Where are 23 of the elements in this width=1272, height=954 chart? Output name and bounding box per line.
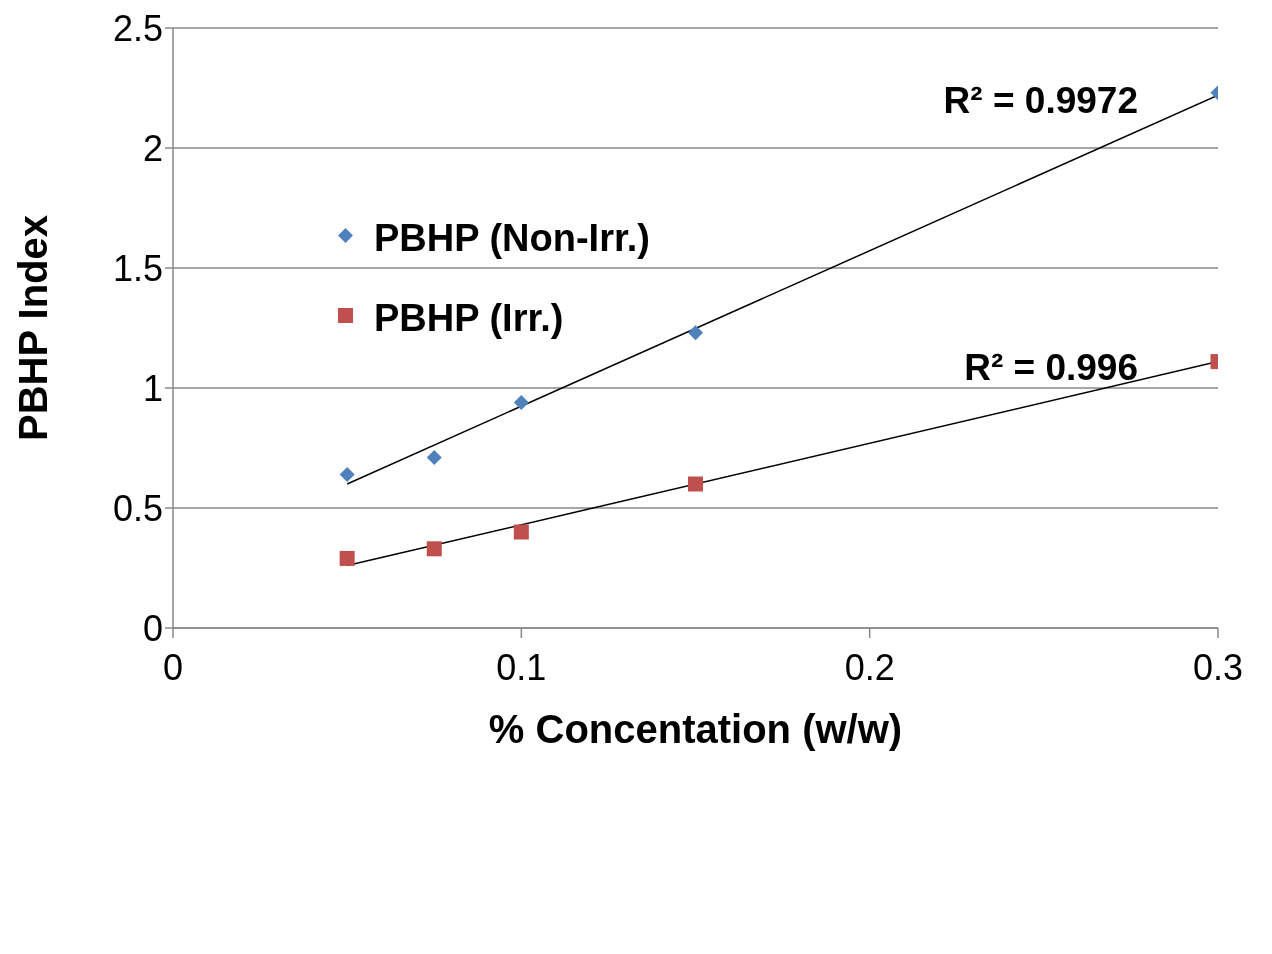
point — [688, 476, 703, 492]
legend-label: PBHP (Irr.) — [374, 296, 564, 340]
point — [339, 550, 355, 566]
point — [426, 541, 442, 557]
y-axis-title: PBHP Index — [11, 215, 56, 441]
y-tick-label: 1.5 — [112, 247, 163, 289]
y-tick-label: 1 — [142, 367, 163, 409]
legend-label: PBHP (Non-Irr.) — [374, 216, 650, 260]
point — [513, 394, 529, 410]
x-tick-label: 0.3 — [1192, 646, 1244, 688]
x-tick-label: 0.2 — [844, 646, 895, 688]
x-tick-label: 0.1 — [496, 646, 547, 688]
point — [339, 466, 355, 482]
point — [426, 450, 442, 466]
x-axis-title: % Concentation (w/w) — [488, 707, 903, 751]
annotation: R² = 0.996 — [964, 346, 1138, 388]
y-tick-label: 2.5 — [112, 7, 163, 49]
y-tick-label: 0 — [142, 607, 163, 649]
point — [513, 524, 529, 540]
annotation: R² = 0.9972 — [943, 80, 1138, 122]
y-tick-label: 0.5 — [112, 487, 163, 529]
y-tick-label: 2 — [142, 127, 163, 169]
point — [688, 325, 703, 341]
